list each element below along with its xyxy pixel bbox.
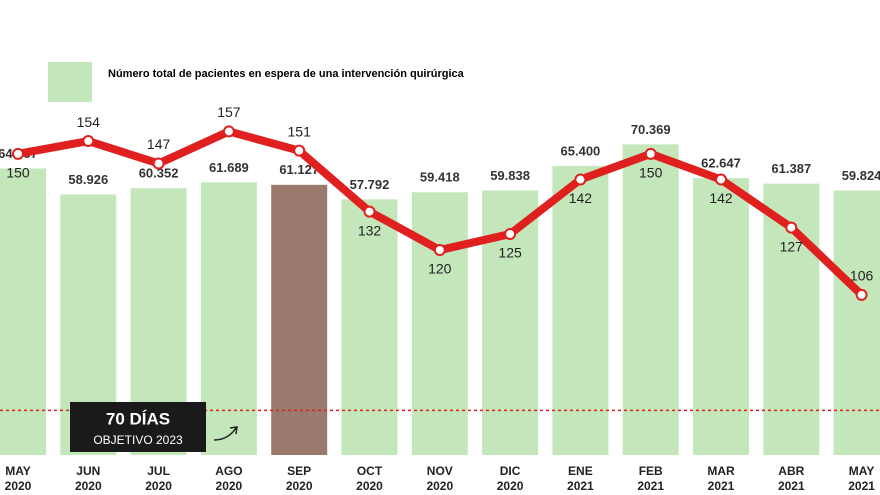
days-point xyxy=(855,288,868,301)
days-point xyxy=(785,221,798,234)
bar-value-label: 62.647 xyxy=(701,156,741,171)
days-point xyxy=(222,125,235,138)
bar xyxy=(411,192,468,456)
days-label: 106 xyxy=(850,268,874,284)
x-tick-label: NOV 2020 xyxy=(426,464,454,493)
days-label: 132 xyxy=(358,222,382,238)
bar xyxy=(552,166,609,455)
bar-value-label: 70.369 xyxy=(631,122,671,137)
days-point xyxy=(82,135,95,148)
x-tick-label: MAY 2021 xyxy=(848,464,875,493)
bar-value-label: 59.824 xyxy=(842,168,880,183)
target-note: OBJETIVO 2023 xyxy=(93,433,183,447)
days-label: 120 xyxy=(428,261,452,277)
bar-value-label: 58.926 xyxy=(68,172,108,187)
bar-value-label: 59.838 xyxy=(490,168,530,183)
x-tick-label: ABR 2021 xyxy=(777,464,805,493)
bar-value-label: 57.792 xyxy=(350,177,390,192)
days-point xyxy=(363,205,376,218)
days-point xyxy=(574,173,587,186)
days-label: 154 xyxy=(77,114,101,130)
bar xyxy=(341,199,398,455)
bar xyxy=(833,190,880,455)
days-point xyxy=(12,147,24,160)
bar xyxy=(0,168,46,455)
days-label: 157 xyxy=(217,104,241,120)
x-tick-label: SEP 2020 xyxy=(285,464,313,493)
bar-value-label: 61.127 xyxy=(279,162,319,177)
days-label: 142 xyxy=(709,190,733,206)
days-point xyxy=(715,173,727,186)
days-label: 150 xyxy=(639,165,663,181)
bar-value-label: 61.689 xyxy=(209,160,249,175)
x-tick-label: DIC 2020 xyxy=(496,464,524,493)
days-label: 125 xyxy=(498,245,522,261)
days-point xyxy=(433,244,446,257)
days-point xyxy=(644,147,657,160)
x-tick-label: OCT 2020 xyxy=(356,464,383,493)
x-tick-label: JUN 2020 xyxy=(74,464,102,493)
bar xyxy=(200,182,257,455)
target-label: 70 DÍAS xyxy=(106,409,170,428)
x-tick-label: JUL 2020 xyxy=(145,464,172,493)
days-label: 127 xyxy=(780,238,804,254)
x-tick-label: MAR 2021 xyxy=(707,464,735,493)
target-box xyxy=(70,402,206,452)
days-label: 150 xyxy=(6,165,30,181)
x-tick-label: MAY 2020 xyxy=(4,464,32,493)
x-tick-label: FEB 2021 xyxy=(637,464,665,493)
bar-value-label: 61.387 xyxy=(771,161,811,176)
days-point xyxy=(152,157,165,170)
arrow xyxy=(213,426,238,441)
days-label: 151 xyxy=(288,123,312,139)
bar-value-label: 60.352 xyxy=(139,166,179,181)
bar xyxy=(693,178,749,455)
bar-value-label: 65.400 xyxy=(561,144,601,159)
legend-label: Número total de pacientes en espera de u… xyxy=(108,68,465,80)
bar-value-label: 59.418 xyxy=(420,170,460,185)
x-tick-label: ENE 2021 xyxy=(567,464,594,493)
days-label: 147 xyxy=(147,136,171,152)
x-tick-label: AGO 2020 xyxy=(215,464,243,493)
bar xyxy=(271,184,328,455)
days-label: 142 xyxy=(569,190,593,206)
days-point xyxy=(293,144,306,157)
days-point xyxy=(504,228,517,241)
bar xyxy=(622,144,679,455)
legend-swatch xyxy=(48,62,92,102)
